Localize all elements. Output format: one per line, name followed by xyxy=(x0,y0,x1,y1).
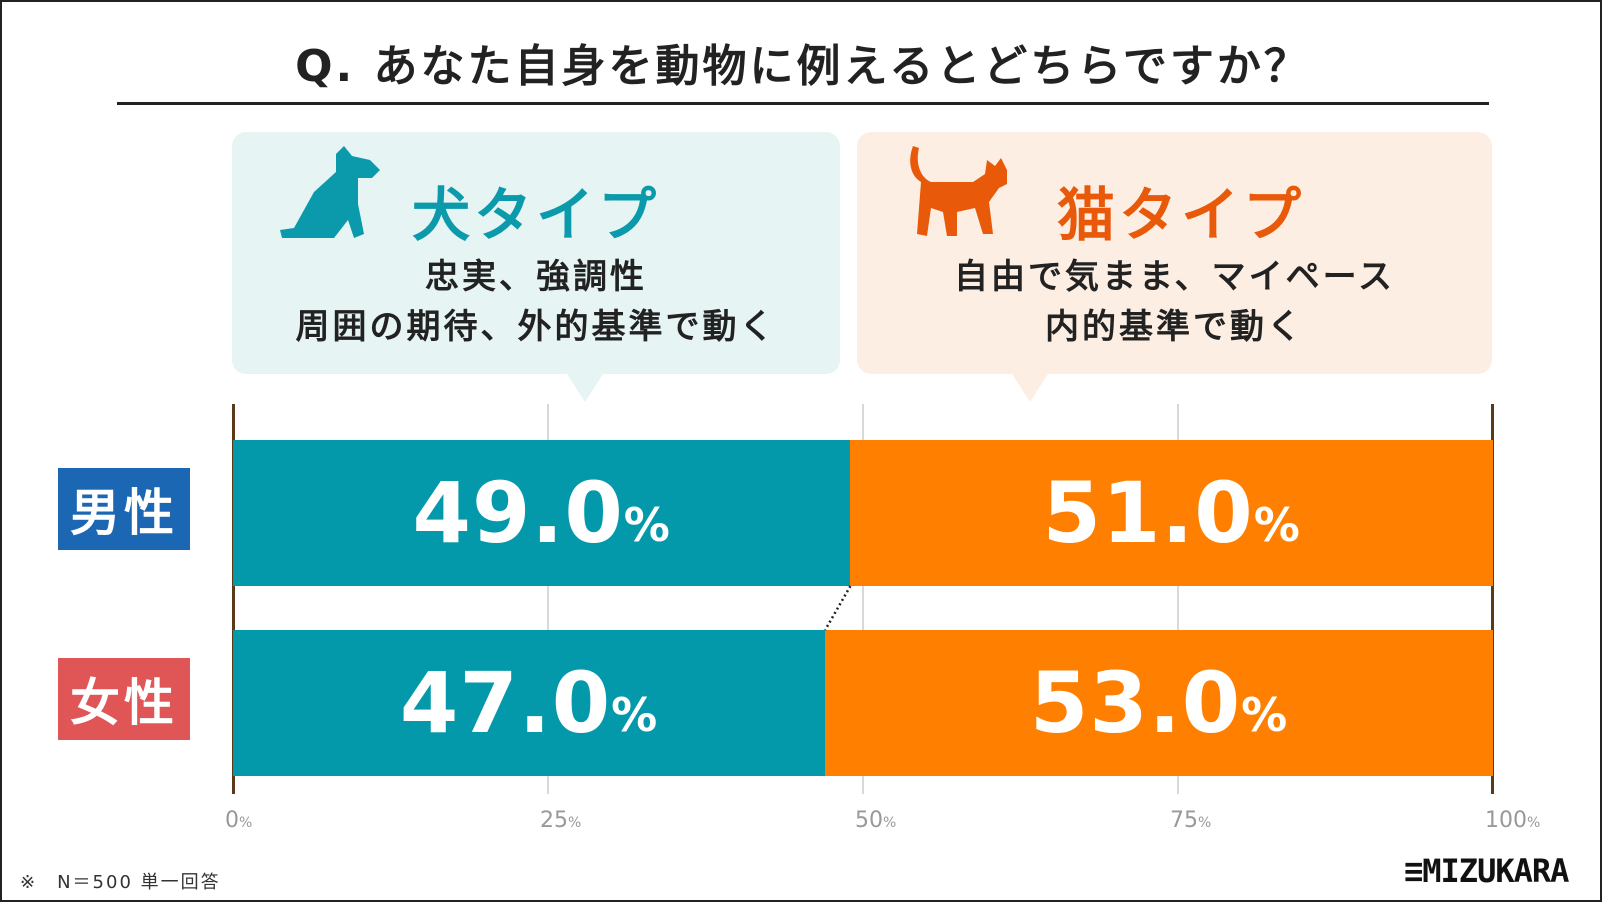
title-divider xyxy=(117,102,1489,105)
gridline xyxy=(862,404,864,794)
axis-end xyxy=(1491,404,1494,794)
data-label: 49.0 xyxy=(412,464,624,562)
tick-label: 25% xyxy=(540,808,582,833)
data-label-unit: % xyxy=(1253,498,1301,552)
tick-label: 0% xyxy=(225,808,253,833)
data-label-unit: % xyxy=(623,498,671,552)
dog-type-callout: 犬タイプ 忠実、強調性 周囲の期待、外的基準で動く xyxy=(232,132,840,402)
chart-title: Q. あなた自身を動物に例えるとどちらですか？ xyxy=(295,41,1311,92)
bar-segment: 47.0% xyxy=(233,630,826,776)
tick-label: 100% xyxy=(1485,808,1541,833)
data-label: 51.0 xyxy=(1042,464,1254,562)
bar-segment: 51.0% xyxy=(850,440,1493,586)
category-label: 女性 xyxy=(58,658,190,740)
sample-note: ※ N＝500 単一回答 xyxy=(20,872,221,893)
gridline xyxy=(1177,404,1179,794)
bar-segment: 49.0% xyxy=(233,440,851,586)
tick-label: 75% xyxy=(1170,808,1212,833)
data-label: 53.0 xyxy=(1029,654,1242,752)
data-label-unit: % xyxy=(611,688,659,742)
cat-type-description: 自由で気まま、マイペース 内的基準で動く xyxy=(954,257,1395,347)
dog-type-name: 犬タイプ xyxy=(412,181,661,249)
category-label: 男性 xyxy=(58,468,190,550)
gridline xyxy=(547,404,549,794)
mizukara-logo: ≡MIZUKARA xyxy=(1404,852,1569,890)
data-label: 47.0 xyxy=(399,654,612,752)
bar-segment: 53.0% xyxy=(825,630,1493,776)
tick-label: 50% xyxy=(855,808,897,833)
dog-icon xyxy=(280,146,380,238)
cat-type-callout: 猫タイプ 自由で気まま、マイペース 内的基準で動く xyxy=(857,132,1492,402)
cat-type-name: 猫タイプ xyxy=(1057,181,1306,249)
dog-type-description: 忠実、強調性 周囲の期待、外的基準で動く xyxy=(295,257,777,347)
data-label-unit: % xyxy=(1241,688,1289,742)
cat-icon xyxy=(910,146,1007,236)
axis-start xyxy=(232,404,235,794)
